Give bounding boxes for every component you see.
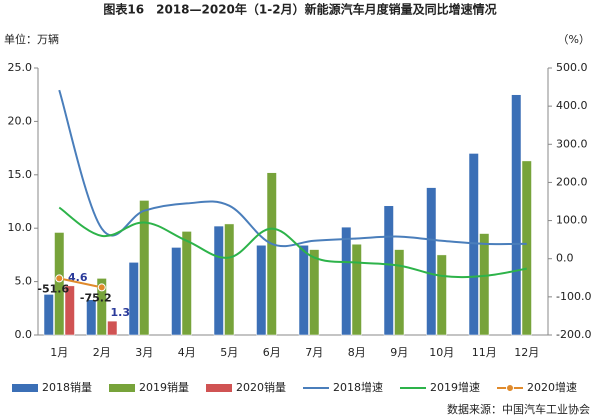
legend-swatch xyxy=(109,384,135,392)
y-tick-label: 5.0 xyxy=(15,275,33,288)
x-tick-label: 6月 xyxy=(263,346,281,359)
data-label: 1.3 xyxy=(111,306,131,319)
bar xyxy=(64,285,75,336)
x-tick-label: 8月 xyxy=(348,346,366,359)
y2-tick-label: 300.0 xyxy=(556,137,588,150)
y2-tick-label: -200.0 xyxy=(556,328,591,341)
chart-title: 图表16 2018—2020年（1-2月）新能源汽车月度销量及同比增速情况 xyxy=(103,2,496,17)
y-axis-label: 单位：万辆 xyxy=(4,32,59,46)
x-tick-label: 4月 xyxy=(178,346,196,359)
bar xyxy=(479,233,490,336)
data-label: -51.6 xyxy=(37,282,69,295)
legend-swatch xyxy=(12,384,38,392)
x-tick-label: 10月 xyxy=(429,346,454,359)
bar xyxy=(511,94,522,336)
bar xyxy=(96,278,107,336)
bar xyxy=(224,223,235,336)
y2-tick-label: 200.0 xyxy=(556,175,588,188)
legend-swatch xyxy=(506,384,514,392)
x-tick-label: 3月 xyxy=(135,346,153,359)
legend-label: 2020增速 xyxy=(527,380,577,394)
x-tick-label: 1月 xyxy=(50,346,68,359)
legend-label: 2019销量 xyxy=(139,380,189,394)
y2-tick-label: 500.0 xyxy=(556,61,588,74)
line xyxy=(58,206,527,279)
bar xyxy=(309,249,320,336)
y-tick-label: 10.0 xyxy=(8,221,33,234)
source: 数据来源：中国汽车工业协会 xyxy=(447,402,590,416)
y2-tick-label: -100.0 xyxy=(556,290,591,303)
bar xyxy=(139,200,150,336)
x-tick-label: 2月 xyxy=(93,346,111,359)
x-tick-label: 11月 xyxy=(472,346,497,359)
y-tick-label: 15.0 xyxy=(8,168,33,181)
x-tick-label: 9月 xyxy=(390,346,408,359)
bar xyxy=(43,294,54,336)
y-tick-label: 25.0 xyxy=(8,61,33,74)
bar xyxy=(436,254,447,336)
bar xyxy=(426,187,437,336)
legend-swatch xyxy=(206,384,232,392)
data-label: -75.2 xyxy=(80,291,112,304)
bar xyxy=(107,320,118,336)
legend-label: 2018销量 xyxy=(42,380,92,394)
bar xyxy=(171,247,182,336)
y2-tick-label: 100.0 xyxy=(556,214,588,227)
x-tick-label: 12月 xyxy=(514,346,539,359)
bar xyxy=(351,243,362,336)
bar xyxy=(86,299,97,336)
bar xyxy=(54,232,65,336)
y2-tick-label: 0.0 xyxy=(556,252,574,265)
x-tick-label: 7月 xyxy=(305,346,323,359)
marker xyxy=(97,283,106,292)
bar xyxy=(298,245,309,336)
x-tick-label: 5月 xyxy=(220,346,238,359)
bar xyxy=(213,225,224,336)
legend-label: 2019增速 xyxy=(430,380,480,394)
bar xyxy=(266,172,277,336)
bar xyxy=(521,160,532,336)
bar xyxy=(383,205,394,336)
line xyxy=(58,89,527,248)
marker xyxy=(55,274,64,283)
bar xyxy=(181,231,192,336)
bar xyxy=(341,226,352,336)
bar xyxy=(394,249,405,336)
legend-label: 2020销量 xyxy=(236,380,286,394)
bar xyxy=(128,262,139,336)
legend-label: 2018增速 xyxy=(333,380,383,394)
y2-tick-label: 400.0 xyxy=(556,99,588,112)
y-tick-label: 20.0 xyxy=(8,114,33,127)
bar xyxy=(256,245,267,336)
y2-axis-label: （%） xyxy=(558,33,590,46)
y-tick-label: 0.0 xyxy=(15,328,33,341)
